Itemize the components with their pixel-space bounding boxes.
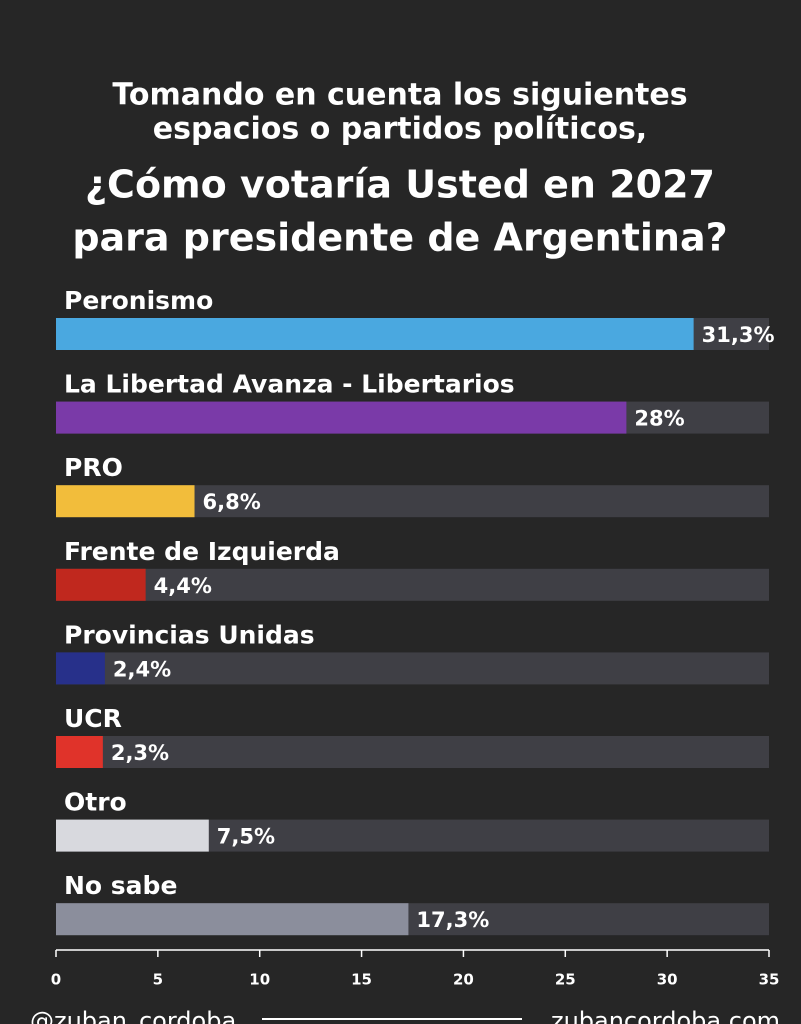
value-label: 2,4% <box>113 657 171 681</box>
category-label: Frente de Izquierda <box>64 537 340 566</box>
x-tick-label: 0 <box>51 971 61 989</box>
value-label: 4,4% <box>154 574 212 598</box>
value-label: 28% <box>634 407 684 431</box>
bar-track <box>56 652 769 685</box>
x-tick-label: 35 <box>759 971 780 989</box>
category-label: Provincias Unidas <box>64 620 315 649</box>
chart-title: para presidente de Argentina? <box>72 216 727 260</box>
bar <box>56 401 627 434</box>
bar <box>56 736 103 768</box>
x-tick-label: 5 <box>153 971 163 989</box>
bar <box>56 819 209 852</box>
value-label: 6,8% <box>203 490 261 514</box>
category-label: PRO <box>64 453 123 482</box>
x-tick-label: 20 <box>453 971 474 989</box>
value-label: 17,3% <box>416 908 489 932</box>
bar <box>56 903 409 936</box>
bar-track <box>56 736 769 768</box>
x-tick-label: 25 <box>555 971 576 989</box>
value-label: 2,3% <box>111 741 169 765</box>
value-label: 31,3% <box>702 323 775 347</box>
footer-left: @zuban_cordoba <box>30 1007 236 1024</box>
value-label: 7,5% <box>217 825 275 849</box>
x-tick-label: 10 <box>249 971 270 989</box>
subtitle: espacios o partidos políticos, <box>153 112 647 147</box>
subtitle: Tomando en cuenta los siguientes <box>112 78 687 113</box>
bar <box>56 568 146 601</box>
x-tick-label: 15 <box>351 971 372 989</box>
chart-title: ¿Cómo votaría Usted en 2027 <box>85 163 715 207</box>
category-label: La Libertad Avanza - Libertarios <box>64 370 515 399</box>
category-label: Peronismo <box>64 286 213 315</box>
bar <box>56 652 105 685</box>
bar-track <box>56 568 769 601</box>
x-tick-label: 30 <box>657 971 678 989</box>
category-label: UCR <box>64 704 122 733</box>
category-label: No sabe <box>64 871 177 900</box>
category-label: Otro <box>64 788 127 817</box>
bar <box>56 485 195 518</box>
bar <box>56 318 694 350</box>
footer-right: zubancordoba.com <box>551 1007 780 1024</box>
